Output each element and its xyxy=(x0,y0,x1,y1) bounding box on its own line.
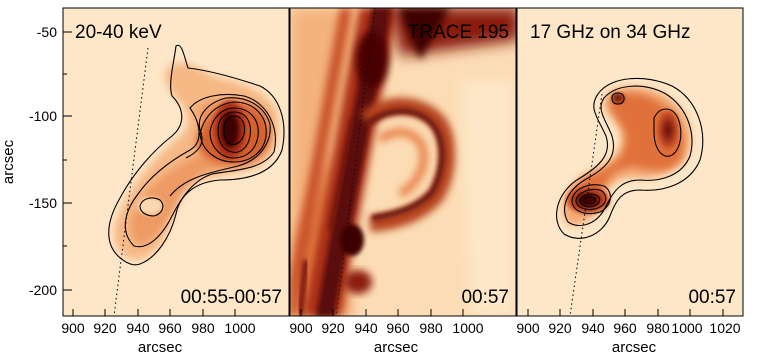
euv-image xyxy=(290,8,516,316)
y-axis: -50 -100 -150 -200 arcsec xyxy=(0,24,72,298)
radio-source-image xyxy=(562,86,691,226)
panel-radio-frame xyxy=(516,7,744,317)
x-tick-label: 1000 xyxy=(224,320,255,336)
x-tick-label: 920 xyxy=(321,320,345,336)
y-tick-label: -100 xyxy=(29,108,57,124)
hxr-limb-line xyxy=(113,47,149,317)
x-axis-title: arcsec xyxy=(138,339,183,356)
x-axis-trace: 900 920 940 960 980 1000 arcsec xyxy=(289,309,484,356)
x-tick-label: 1020 xyxy=(709,320,740,336)
x-tick-label: 1000 xyxy=(671,320,702,336)
y-axis-title: arcsec xyxy=(0,139,17,184)
x-axis-title: arcsec xyxy=(374,339,419,356)
x-tick-label: 960 xyxy=(613,320,637,336)
x-tick-label: 940 xyxy=(581,320,605,336)
panel-radio: 17 GHz on 34 GHz 00:57 xyxy=(516,7,744,317)
x-tick-label: 960 xyxy=(386,320,410,336)
panel-hxr-frame xyxy=(62,7,290,317)
x-axis-radio: 900 920 940 960 980 1000 1020 arcsec xyxy=(516,309,741,356)
radio-limb-line xyxy=(569,93,603,317)
x-tick-label: 980 xyxy=(191,320,215,336)
panel-trace: TRACE 195 00:57 xyxy=(289,7,517,317)
y-tick-label: -50 xyxy=(37,24,57,40)
panel-hxr-time: 00:55-00:57 xyxy=(181,287,282,308)
x-tick-label: 900 xyxy=(61,320,85,336)
x-axis-title: arcsec xyxy=(612,339,657,356)
x-tick-label: 920 xyxy=(548,320,572,336)
panel-hxr-title: 20-40 keV xyxy=(75,22,162,43)
x-tick-label: 900 xyxy=(516,320,540,336)
panel-radio-title: 17 GHz on 34 GHz xyxy=(530,22,691,43)
panel-trace-title: TRACE 195 xyxy=(408,22,509,43)
x-tick-label: 980 xyxy=(419,320,443,336)
x-tick-label: 1000 xyxy=(452,320,483,336)
y-tick-label: -200 xyxy=(29,282,57,298)
radio-contours xyxy=(556,77,704,239)
panel-trace-frame xyxy=(289,7,517,317)
panel-radio-time: 00:57 xyxy=(688,287,736,308)
panel-hxr: 20-40 keV 00:55-00:57 xyxy=(62,7,290,317)
panel-trace-time: 00:57 xyxy=(461,287,509,308)
y-tick-label: -150 xyxy=(29,195,57,211)
x-tick-label: 920 xyxy=(93,320,117,336)
x-tick-label: 900 xyxy=(289,320,313,336)
x-tick-label: 960 xyxy=(158,320,182,336)
x-axis-hxr: 900 920 940 960 980 1000 arcsec xyxy=(61,309,256,356)
hxr-contours xyxy=(108,44,285,266)
y-axis-ticks xyxy=(63,31,72,291)
x-tick-label: 940 xyxy=(354,320,378,336)
x-tick-label: 980 xyxy=(646,320,670,336)
x-tick-label: 940 xyxy=(126,320,150,336)
